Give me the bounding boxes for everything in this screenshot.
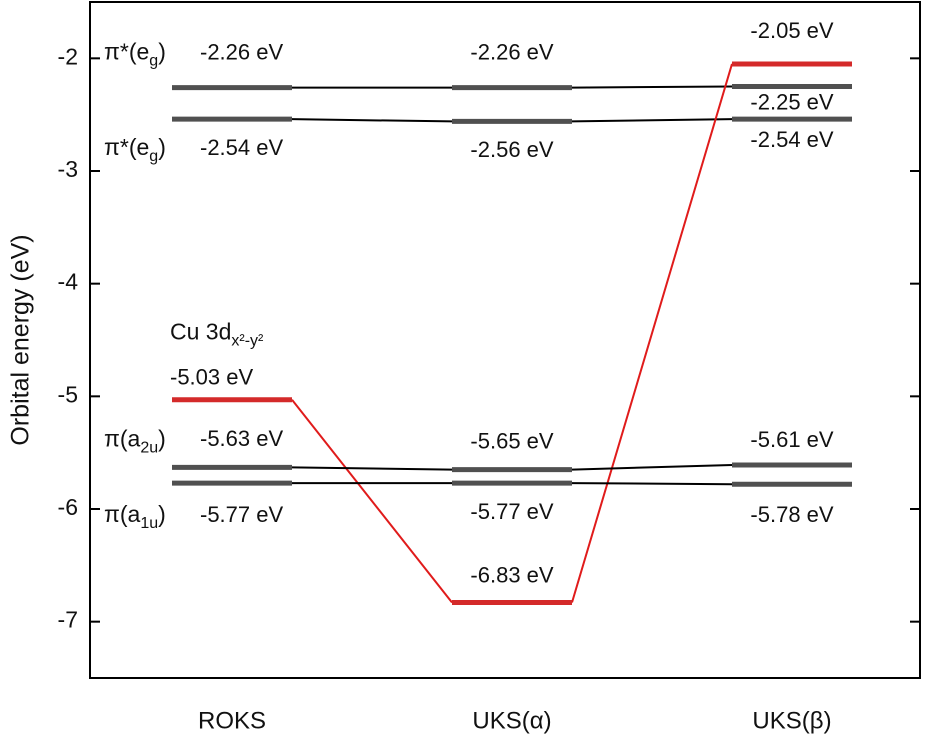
- value-label: -5.77 eV: [200, 502, 283, 527]
- y-tick-label: -4: [58, 269, 79, 295]
- y-tick-label: -6: [58, 494, 78, 520]
- value-label: -5.61 eV: [750, 427, 833, 452]
- value-label: -2.54 eV: [200, 135, 283, 160]
- connector: [291, 399, 453, 604]
- value-label: -5.63 eV: [200, 426, 283, 451]
- x-tick-label: ROKS: [198, 707, 266, 734]
- value-label: -5.78 eV: [750, 502, 833, 527]
- y-tick-label: -5: [58, 381, 78, 407]
- value-label: -2.25 eV: [750, 89, 833, 114]
- level-name-part: π(a: [104, 501, 141, 527]
- y-tick-label: -2: [58, 43, 78, 69]
- level-name-part: ): [158, 39, 166, 65]
- x-tick-label: UKS(β): [752, 707, 831, 734]
- level-name-part: Cu 3d: [170, 319, 231, 345]
- level-name: Cu 3dx²-y²: [170, 319, 264, 350]
- value-label: -5.65 eV: [470, 428, 553, 453]
- level-name: π(a1u): [104, 501, 166, 532]
- value-label: -5.03 eV: [170, 365, 253, 390]
- level-name-subscript: 1u: [140, 515, 158, 532]
- y-axis-title: Orbital energy (eV): [7, 234, 35, 445]
- connector: [571, 118, 733, 123]
- level-name-part: ): [158, 501, 166, 527]
- y-tick-label: -7: [58, 607, 78, 633]
- level-name-part: ): [158, 425, 166, 451]
- value-label: -2.05 eV: [750, 18, 833, 43]
- level-name-subscript: 2u: [140, 440, 158, 457]
- y-tick-label: -3: [58, 156, 78, 182]
- connector: [291, 466, 453, 471]
- level-name: π*(eg): [104, 134, 166, 165]
- value-label: -2.26 eV: [200, 39, 283, 64]
- level-name-subscript: g: [149, 53, 158, 70]
- value-label: -5.77 eV: [470, 499, 553, 524]
- value-label: -6.83 eV: [470, 562, 553, 587]
- connector: [571, 464, 733, 471]
- connector: [571, 63, 733, 603]
- level-name: π*(eg): [104, 39, 166, 70]
- level-name-part: ): [158, 134, 166, 160]
- x-tick-label: UKS(α): [472, 707, 551, 734]
- level-name-part: π*(e: [104, 134, 149, 160]
- level-name-part: π(a: [104, 425, 141, 451]
- level-name: π(a2u): [104, 425, 166, 456]
- level-name-subscript: g: [149, 148, 158, 165]
- connector: [571, 85, 733, 89]
- level-name-subscript: x²-y²: [231, 333, 264, 350]
- value-label: -2.26 eV: [470, 39, 553, 64]
- value-label: -2.56 eV: [470, 137, 553, 162]
- plot-frame: [89, 1, 921, 679]
- connector: [291, 118, 453, 123]
- value-label: -2.54 eV: [750, 127, 833, 152]
- connector: [571, 482, 733, 486]
- level-name-part: π*(e: [104, 39, 149, 65]
